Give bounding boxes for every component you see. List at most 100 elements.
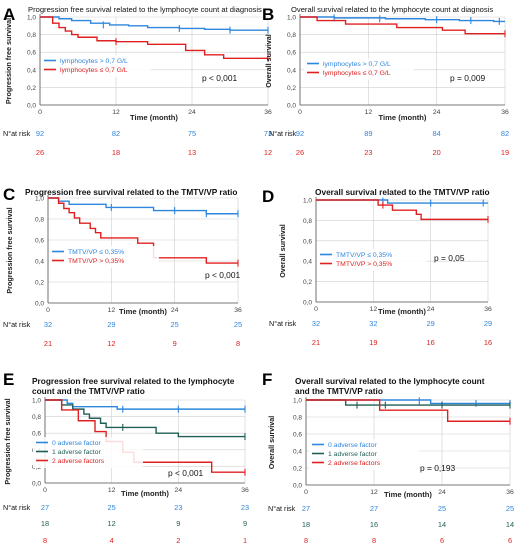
at-risk-value: 75	[188, 129, 196, 138]
at-risk-value: 9	[173, 339, 177, 348]
panel-c: C Progression free survival related to th…	[3, 185, 242, 348]
y-tick-label: 0,4	[35, 259, 44, 266]
at-risk-value: 23	[364, 148, 372, 157]
at-risk-value: 29	[427, 319, 435, 328]
at-risk-value: 82	[112, 129, 120, 138]
panel-letter: A	[3, 5, 15, 24]
survival-curve-blue	[45, 399, 245, 410]
at-risk-value: 18	[302, 520, 310, 529]
x-tick-label: 24	[433, 109, 441, 116]
at-risk-value: 2	[176, 536, 180, 545]
at-risk-value: 32	[369, 319, 377, 328]
at-risk-label: N°at risk	[3, 503, 31, 512]
at-risk-value: 18	[41, 519, 49, 528]
chart-title: Overall survival related to the TMTV/VP …	[315, 187, 490, 197]
y-tick-label: 0,0	[287, 103, 296, 110]
legend-box	[49, 246, 159, 268]
at-risk-value: 16	[484, 338, 492, 347]
at-risk-value: 21	[44, 339, 52, 348]
y-axis-label: Progression free survival	[3, 398, 12, 484]
panel-letter: B	[262, 5, 274, 24]
legend-label: TMTV/VP > 0,35%	[336, 261, 392, 268]
at-risk-value: 25	[108, 503, 116, 512]
at-risk-value: 32	[312, 319, 320, 328]
y-tick-label: 0,2	[287, 85, 296, 92]
survival-curve-red	[306, 399, 510, 422]
x-tick-label: 24	[427, 306, 435, 313]
x-tick-label: 12	[370, 306, 378, 313]
legend-label: 2 adverse factors	[328, 460, 381, 467]
legend-label: 1 adverse factor	[52, 449, 101, 456]
at-risk-value: 14	[438, 520, 446, 529]
at-risk-value: 18	[112, 148, 120, 157]
panel-d: D Overall survival related to the TMTV/VP…	[262, 187, 492, 347]
survival-curve-green	[45, 399, 245, 438]
survival-curve-red	[300, 16, 505, 35]
legend-label: lymphocytes ≤ 0,7 G/L	[323, 70, 391, 77]
y-tick-label: 0,0	[35, 301, 44, 308]
panel-b: B Overall survival related to the lymphoc…	[262, 5, 509, 157]
p-value: p = 0,05	[434, 253, 465, 263]
y-tick-label: 0,0	[293, 483, 302, 490]
survival-curve-red	[48, 197, 238, 264]
at-risk-label: N°at risk	[268, 504, 296, 513]
at-risk-value: 8	[304, 536, 308, 545]
survival-curve-blue	[48, 197, 238, 215]
y-tick-label: 0,6	[32, 431, 41, 438]
at-risk-label: N°at risk	[3, 129, 31, 138]
at-risk-value: 23	[174, 503, 182, 512]
at-risk-value: 29	[484, 319, 492, 328]
x-axis-label: Time (month)	[130, 113, 178, 122]
at-risk-value: 12	[264, 148, 272, 157]
at-risk-value: 84	[433, 129, 441, 138]
at-risk-value: 1	[243, 536, 247, 545]
legend-label: 0 adverse factor	[52, 440, 101, 447]
panel-a: A Progression free survival related to th…	[3, 5, 272, 157]
at-risk-value: 27	[370, 504, 378, 513]
survival-curve-blue	[40, 16, 268, 31]
x-tick-label: 36	[234, 307, 242, 314]
panel-e: E Progression free survival related to th…	[3, 370, 249, 545]
at-risk-value: 6	[508, 536, 512, 545]
y-tick-label: 0,8	[293, 415, 302, 422]
legend-label: lymphocytes > 0,7 G/L	[60, 58, 128, 65]
at-risk-value: 73	[264, 129, 272, 138]
legend-box	[304, 58, 414, 80]
x-axis-label: Time (month)	[378, 307, 426, 316]
at-risk-value: 19	[369, 338, 377, 347]
y-tick-label: 0,8	[35, 217, 44, 224]
x-tick-label: 12	[365, 109, 373, 116]
panel-letter: F	[262, 370, 272, 389]
y-tick-label: 0,4	[287, 67, 296, 74]
y-tick-label: 1,0	[32, 398, 41, 405]
at-risk-value: 9	[243, 519, 247, 528]
at-risk-value: 4	[110, 536, 114, 545]
y-tick-label: 0,8	[32, 414, 41, 421]
at-risk-value: 9	[176, 519, 180, 528]
legend-box	[33, 437, 143, 468]
at-risk-value: 14	[506, 520, 514, 529]
chart-title: Overall survival related to the lymphocy…	[291, 5, 493, 14]
x-axis-label: Time (month)	[379, 113, 427, 122]
at-risk-value: 8	[372, 536, 376, 545]
y-tick-label: 0,0	[27, 103, 36, 110]
at-risk-value: 27	[41, 503, 49, 512]
at-risk-value: 25	[506, 504, 514, 513]
p-value: p < 0,001	[205, 270, 241, 280]
x-tick-label: 0	[314, 306, 318, 313]
x-axis-label: Time (month)	[384, 490, 432, 499]
p-value: p < 0,001	[202, 73, 238, 83]
x-tick-label: 0	[46, 307, 50, 314]
y-tick-label: 0,6	[303, 238, 312, 245]
y-tick-label: 0,2	[303, 279, 312, 286]
legend-box	[41, 55, 151, 77]
y-tick-label: 0,4	[27, 67, 36, 74]
p-value: p = 0,193	[420, 463, 456, 473]
legend-box	[317, 249, 427, 271]
y-tick-label: 0,4	[303, 259, 312, 266]
x-tick-label: 0	[304, 489, 308, 496]
legend-label: 0 adverse factor	[328, 442, 377, 449]
y-axis-label: Overall survival	[278, 224, 287, 278]
y-tick-label: 0,6	[293, 432, 302, 439]
